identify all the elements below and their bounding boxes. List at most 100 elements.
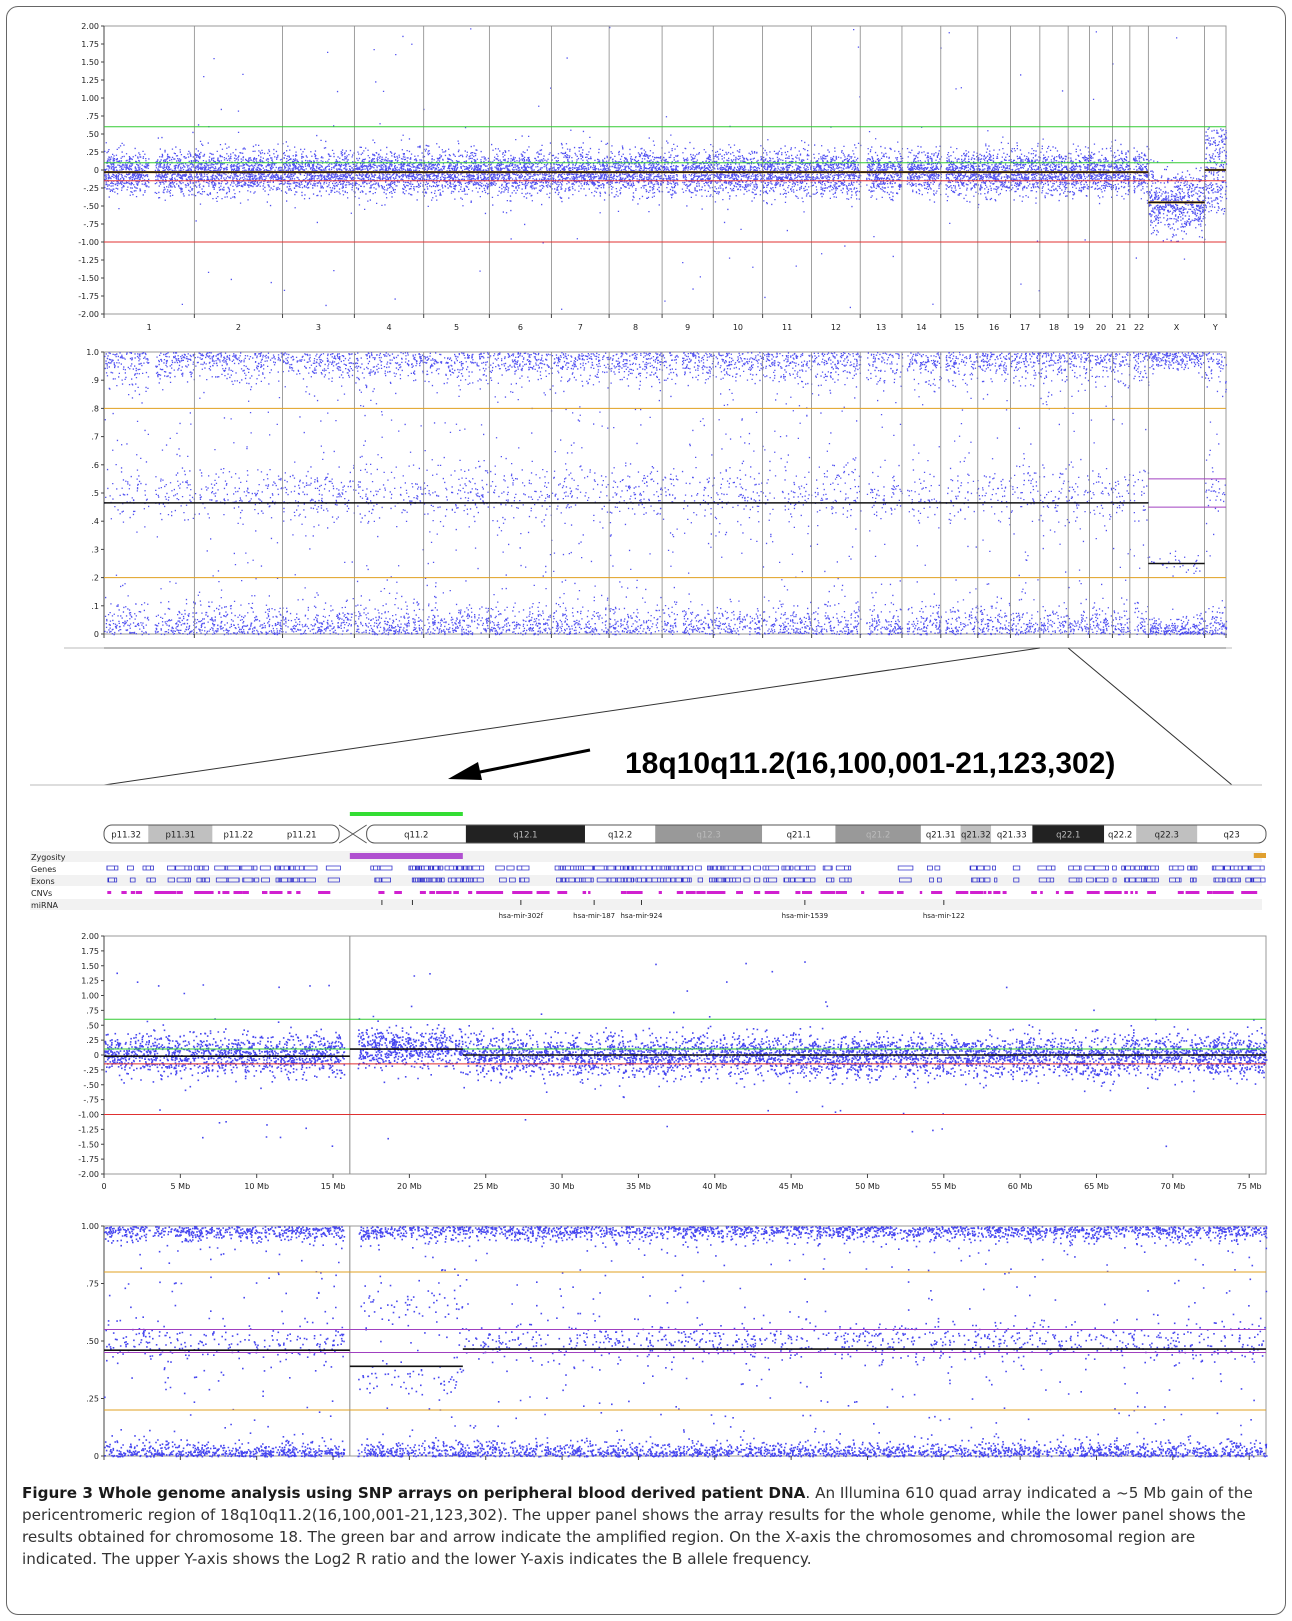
chr18-log2r-y-tick-label: -1.50 xyxy=(78,1140,99,1149)
ideogram-band-label: q12.1 xyxy=(513,831,537,841)
zoom-line-left xyxy=(103,647,1040,786)
genome-baf-y-tick-label: .7 xyxy=(91,433,99,442)
ideogram-band xyxy=(1104,825,1137,843)
chr18-baf-y-tick-label: .25 xyxy=(86,1395,99,1404)
chr18-log2r-y-tick-label: -1.75 xyxy=(78,1155,99,1164)
genome-log2r-y-tick-label: -1.50 xyxy=(78,274,99,283)
ideogram-band xyxy=(584,825,656,843)
amplified-region-bar xyxy=(349,812,463,816)
ideogram-band xyxy=(1032,825,1105,843)
track-row-bg xyxy=(30,887,1262,898)
mirna-label: hsa-mir-1539 xyxy=(782,912,828,920)
chromosome-label: 13 xyxy=(876,323,886,332)
ideogram-band xyxy=(1136,825,1198,843)
chr18-log2r-x-tick-label: 60 Mb xyxy=(1008,1182,1033,1191)
ideogram-band-label: q23 xyxy=(1224,831,1240,841)
genome-log2r-y-tick-label: 1.75 xyxy=(81,40,99,49)
chr18-log2r-y-tick-label: -2.00 xyxy=(78,1170,99,1179)
mirna-label: hsa-mir-924 xyxy=(620,912,663,920)
zoom-line-right xyxy=(1067,647,1233,786)
chr18-log2r-x-tick-label: 10 Mb xyxy=(244,1182,269,1191)
genome-log2r-y-tick-label: 1.25 xyxy=(81,76,99,85)
genome-log2r-y-tick-label: -.50 xyxy=(83,202,99,211)
genome-log2r-y-tick-label: -1.00 xyxy=(78,238,99,247)
ideogram-band xyxy=(1197,825,1266,843)
chr18-log2r-x-tick-label: 0 xyxy=(101,1182,106,1191)
ideogram-band xyxy=(762,825,836,843)
genome-baf-y-tick-label: .6 xyxy=(91,461,99,470)
genome-baf-y-tick-label: .3 xyxy=(91,545,99,554)
chr18-log2r-y-tick-label: .25 xyxy=(86,1036,99,1045)
mirna-label: hsa-mir-187 xyxy=(573,912,615,920)
chromosome-label: 20 xyxy=(1096,323,1106,332)
caption-body: . An Illumina 610 quad array indicated a… xyxy=(22,1484,1253,1568)
chr18-log2r-x-tick-label: 15 Mb xyxy=(321,1182,346,1191)
chr18-log2r-panel: 2.00 1.75 1.50 1.25 1.00 .75 .50 .25 0 -.25 -.50 -.… xyxy=(78,932,1268,1191)
genome-log2r-y-tick-label: -1.25 xyxy=(78,256,99,265)
ideogram-band-label: q22.2 xyxy=(1108,831,1132,841)
ideogram-band-label: q22.1 xyxy=(1056,831,1080,841)
chr18-log2r-y-tick-label: -.75 xyxy=(83,1096,99,1105)
region-label: 18q10q11.2(16,100,001-21,123,302) xyxy=(625,747,1115,780)
ideogram-band xyxy=(465,825,585,843)
chromosome-label: 19 xyxy=(1074,323,1084,332)
chr18-ideogram: p11.32 p11.31 p11.22 p11.21 q11.2 q12.1 q12.2 q… xyxy=(103,812,1267,844)
track-label: Genes xyxy=(31,865,56,874)
ideogram-band-label: q21.1 xyxy=(787,831,811,841)
chromosome-label: Y xyxy=(1212,323,1218,332)
chr18-log2r-y-tick-label: -.25 xyxy=(83,1066,99,1075)
genome-baf-y-tick-label: .5 xyxy=(91,489,99,498)
mirna-label: hsa-mir-122 xyxy=(923,912,965,920)
ideogram-band xyxy=(264,825,340,843)
chr18-log2r-x-tick-label: 40 Mb xyxy=(702,1182,727,1191)
genome-log2r-y-tick-label: .25 xyxy=(86,148,99,157)
chr18-log2r-y-tick-label: 1.00 xyxy=(81,992,99,1001)
genome-log2r-y-tick-label: -2.00 xyxy=(78,310,99,319)
region-arrow-shaft xyxy=(469,748,591,776)
ideogram-band-label: q22.3 xyxy=(1155,831,1179,841)
chr18-baf-y-tick-label: 1.00 xyxy=(81,1222,99,1231)
ideogram-band-label: q21.2 xyxy=(866,831,890,841)
genome-log2r-y-tick-label: -.75 xyxy=(83,220,99,229)
genome-baf-y-tick-label: .9 xyxy=(91,376,99,385)
chr18-log2r-y-tick-label: .75 xyxy=(86,1006,99,1015)
genome-baf-y-tick-label: .8 xyxy=(91,404,99,413)
chromosome-label: 15 xyxy=(954,323,964,332)
chromosome-label: 1 xyxy=(147,323,152,332)
zygosity-bar xyxy=(349,853,463,859)
chromosome-label: 11 xyxy=(782,323,792,332)
genome-log2r-y-tick-label: 1.50 xyxy=(81,58,99,67)
chromosome-label: 14 xyxy=(916,323,926,332)
chr18-log2r-x-tick-label: 55 Mb xyxy=(931,1182,956,1191)
zygosity-bar-end xyxy=(1253,853,1266,858)
chromosome-label: 21 xyxy=(1116,323,1126,332)
chr18-log2r-y-tick-label: .50 xyxy=(86,1021,99,1030)
genome-log2r-y-tick-label: .75 xyxy=(86,112,99,121)
chr18-log2r-x-tick-label: 30 Mb xyxy=(550,1182,575,1191)
track-label: Zygosity xyxy=(31,853,66,862)
ideogram-band xyxy=(104,825,149,843)
chromosome-label: 12 xyxy=(831,323,841,332)
ideogram-band xyxy=(920,825,961,843)
ideogram-band-label: q11.2 xyxy=(404,831,428,841)
track-label: CNVs xyxy=(31,889,52,898)
chromosome-label: 9 xyxy=(685,323,690,332)
mirna-label: hsa-mir-302f xyxy=(499,912,544,920)
chr18-log2r-x-tick-label: 5 Mb xyxy=(171,1182,191,1191)
ideogram-band-label: q21.33 xyxy=(997,831,1027,841)
ideogram-band-label: q21.32 xyxy=(961,831,991,841)
chromosome-label: 2 xyxy=(236,323,241,332)
chr18-log2r-y-tick-label: 1.50 xyxy=(81,962,99,971)
chr18-baf-y-tick-label: .50 xyxy=(86,1337,99,1346)
chromosome-label: 10 xyxy=(733,323,743,332)
chromosome-label: 3 xyxy=(316,323,321,332)
genome-baf-panel: 1.0 .9 .8 .7 .6 .5 .4 .3 .2 .1 0 xyxy=(64,348,1232,649)
genome-baf-y-tick-label: .2 xyxy=(91,574,99,583)
chromosome-label: 22 xyxy=(1134,323,1144,332)
chr18-baf-panel: 1.00 .75 .50 .25 0 xyxy=(81,1222,1268,1461)
ideogram-band xyxy=(960,825,992,843)
genome-log2r-panel: 2.00 1.75 1.50 1.25 1.00 .75 .50 .25 0 -.25 -.50 -.… xyxy=(78,22,1228,332)
chr18-log2r-x-tick-label: 75 Mb xyxy=(1237,1182,1262,1191)
zoom-connector xyxy=(30,647,1262,786)
chr18-log2r-x-tick-label: 50 Mb xyxy=(855,1182,880,1191)
